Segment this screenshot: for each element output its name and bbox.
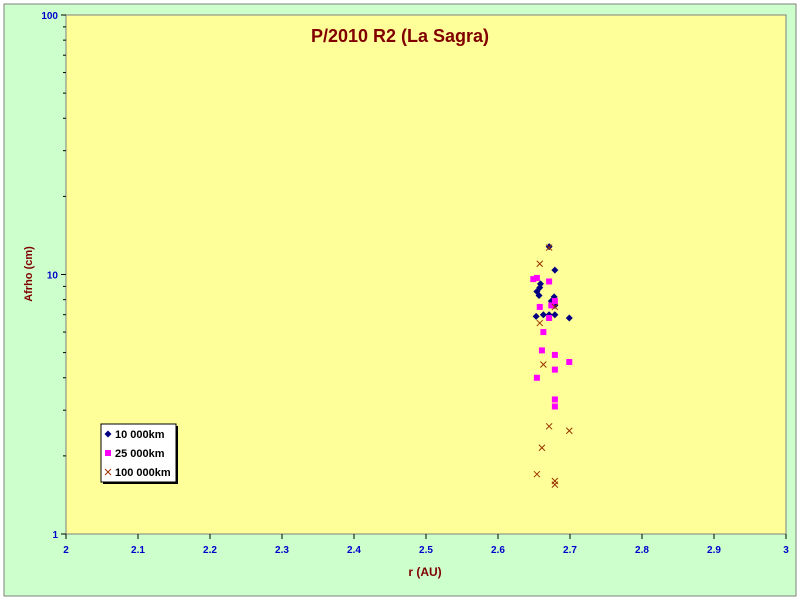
legend-box <box>100 423 177 483</box>
data-point <box>551 396 558 403</box>
x-tick-label: 2.2 <box>203 545 217 556</box>
data-point <box>546 314 553 321</box>
data-point <box>545 422 553 430</box>
data-point <box>539 311 547 319</box>
data-point <box>533 274 540 281</box>
data-point <box>551 266 559 274</box>
data-point <box>536 319 544 327</box>
data-point <box>535 291 543 299</box>
data-point <box>545 243 553 251</box>
data-point <box>565 314 573 322</box>
data-point <box>566 359 573 366</box>
plot-area <box>65 14 787 535</box>
x-tick-label: 2.1 <box>131 545 145 556</box>
x-tick-label: 2.9 <box>707 545 721 556</box>
data-point <box>551 311 559 319</box>
data-point <box>565 427 573 435</box>
legend-label: 25 000km <box>115 448 165 460</box>
x-tick-label: 2 <box>63 545 69 556</box>
data-point <box>530 276 537 283</box>
data-point <box>545 244 553 251</box>
data-point <box>538 347 545 354</box>
data-point <box>536 303 543 310</box>
x-tick-label: 2.6 <box>491 545 505 556</box>
legend-label: 10 000km <box>115 429 165 441</box>
data-point <box>548 302 555 309</box>
legend-label: 100 000km <box>115 467 171 479</box>
data-point <box>546 278 553 285</box>
x-tick-label: 2.7 <box>563 545 577 556</box>
data-point <box>538 444 546 452</box>
y-tick-label: 10 <box>47 271 59 282</box>
data-point <box>551 481 559 488</box>
chart-title: P/2010 R2 (La Sagra) <box>311 26 489 46</box>
data-point <box>551 351 558 358</box>
data-point <box>533 470 541 478</box>
data-point <box>540 361 547 368</box>
y-axis-label: Afrho (cm) <box>23 246 35 302</box>
x-axis-label: r (AU) <box>408 565 441 579</box>
data-point <box>551 303 559 311</box>
axis-ticks: 2 2.1 2.2 2.3 2.4 2.5 2.6 2.7 2.8 2.9 3 1 10 100 <box>41 11 789 556</box>
data-point <box>551 403 558 410</box>
data-point <box>533 374 540 381</box>
legend-marker <box>104 468 112 476</box>
x-tick-label: 3 <box>783 545 789 556</box>
data-points <box>530 243 573 488</box>
data-point <box>532 312 540 320</box>
data-point <box>540 329 547 336</box>
x-tick-label: 2.8 <box>635 545 649 556</box>
data-point <box>551 366 558 373</box>
legend-marker <box>105 450 111 456</box>
data-point <box>551 298 558 305</box>
data-point <box>536 260 544 268</box>
y-tick-label: 100 <box>41 11 58 22</box>
x-tick-label: 2.4 <box>347 545 361 556</box>
legend-marker <box>104 430 112 438</box>
x-tick-label: 2.3 <box>275 545 289 556</box>
y-tick-label: 1 <box>52 530 58 541</box>
legend: 10 000km 25 000km 100 000km <box>100 423 178 484</box>
x-tick-label: 2.5 <box>419 545 433 556</box>
